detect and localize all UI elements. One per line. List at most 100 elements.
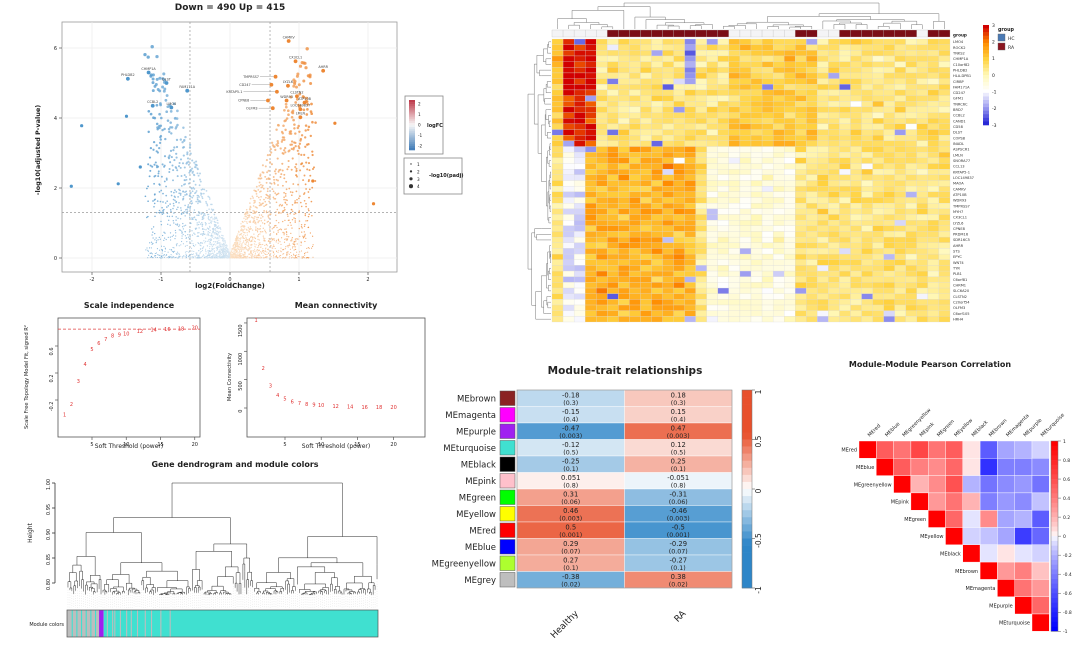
module-swatch (499, 572, 516, 588)
outlier-point (311, 179, 315, 183)
x-axis-label: Soft Threshold (power) (95, 443, 163, 450)
colorbar-step (742, 489, 752, 497)
outlier-point (371, 202, 376, 206)
column-module-label: MEblue (884, 421, 901, 438)
heatmap-row-label: MYH7 (953, 210, 963, 214)
colorbar-step (1051, 445, 1058, 451)
gene-label: CHMP1A (141, 67, 156, 71)
group-annotation-cell (607, 29, 619, 38)
module-label: MEpurple (456, 427, 496, 437)
colorbar-tick: -0.4 (1063, 572, 1072, 578)
corr-value: -0.27 (669, 556, 687, 564)
p-value: (0.3) (671, 400, 686, 407)
colorbar-tick: -1 (418, 133, 423, 138)
corr-value: 0.29 (563, 540, 578, 548)
module-label: MEgreen (459, 493, 496, 503)
x-tick-label: -2 (90, 277, 95, 283)
module-label: MEgrey (464, 576, 496, 586)
outlier-point (80, 124, 84, 128)
heatmap-row-label: HLA-DPB1 (953, 74, 971, 78)
outlier-point (333, 121, 337, 125)
volcano-plot-panel: CAMKV CX3CL1 AHRR TMPRSS7 CD247 LYZL6 KRTAP5-1… (0, 0, 500, 292)
power-point: 20 (192, 326, 198, 332)
colorbar-step (983, 32, 989, 37)
row-module-label: MEblue (856, 465, 874, 471)
corr-value: -0.47 (562, 424, 580, 432)
correlation-cell (1031, 579, 1050, 597)
size-tick: 1 (417, 162, 420, 167)
gene-dendrogram-panel: Gene dendrogram and module colors 1.00 0.9… (10, 450, 430, 647)
y-axis-label: Scale Free Topology Model Fit, signed R² (24, 325, 30, 429)
colorbar-step (742, 418, 752, 426)
y-tick-label: 6 (54, 46, 57, 52)
colorbar-tick: -2 (418, 144, 423, 149)
colorbar-step (983, 117, 989, 122)
colorbar-step (742, 524, 752, 532)
colorbar-step (409, 141, 415, 145)
x-axis-label: log2(FoldChange) (195, 282, 265, 290)
heatmap-row-label: WNT4 (953, 261, 964, 265)
module-swatch (499, 456, 516, 472)
colorbar-step (1051, 464, 1058, 470)
correlation-cell (927, 440, 946, 459)
y-tick-label: 1000 (238, 353, 244, 366)
correlation-cell (1014, 475, 1033, 494)
module-bar-stripe (112, 610, 114, 637)
x-tick-label: 20 (192, 442, 198, 448)
colorbar-step (1051, 517, 1058, 523)
size-tick: 4 (417, 184, 420, 189)
colorbar-step (983, 75, 989, 79)
power-point: 10 (123, 332, 129, 338)
colorbar-step (742, 517, 752, 525)
row-dendrogram (527, 41, 551, 320)
module-bar-stripe (160, 610, 162, 637)
correlation-cell (893, 458, 912, 476)
y-tick-label: 0 (238, 410, 244, 413)
correlation-cell (962, 527, 981, 545)
correlation-cell (979, 475, 998, 494)
corr-value: -0.5 (672, 523, 685, 531)
power-point: 10 (318, 403, 324, 409)
colorbar-step (1051, 602, 1058, 608)
colorbar-step (1051, 493, 1058, 499)
colorbar-step (409, 106, 415, 109)
correlation-cell (910, 475, 929, 494)
colorbar-step (742, 510, 752, 518)
x-tick-label: 5 (283, 442, 286, 448)
colorbar-step (409, 112, 415, 115)
p-value: (0.3) (563, 400, 578, 407)
group-annotation-cell (839, 29, 851, 38)
colorbar-step (983, 25, 989, 29)
module-bar-stripe (106, 610, 108, 637)
colorbar-tick: 0.4 (1063, 496, 1070, 502)
p-value: (0.4) (563, 416, 578, 423)
heatmap-row-label: PHLDB2 (953, 68, 967, 72)
colorbar-tick: 2 (992, 39, 995, 45)
colorbar-step (409, 102, 415, 105)
outlier-point (124, 114, 129, 118)
volcano-points (143, 44, 317, 259)
p-value: (0.001) (667, 532, 690, 539)
power-point: 8 (305, 402, 308, 408)
colorbar-tick: -0.6 (1063, 591, 1072, 597)
column-module-label: MEturquoise (1040, 412, 1066, 438)
module-label: MEgreenyellow (432, 559, 496, 569)
colorbar-step (983, 57, 989, 62)
power-point: 2 (262, 366, 265, 372)
correlation-cell (1031, 475, 1050, 494)
colorbar-step (1051, 559, 1058, 565)
colorbar-step (1051, 588, 1058, 594)
y-tick-label: 1.00 (46, 479, 52, 490)
colorbar-step (983, 71, 989, 76)
colorbar-step (742, 559, 752, 568)
correlation-cell (997, 458, 1015, 476)
colorbar-step (1051, 479, 1058, 485)
gene-dendrogram-svg: Gene dendrogram and module colors 1.00 0.9… (27, 460, 379, 638)
module-bar-segment (103, 610, 378, 637)
correlation-cell (962, 475, 981, 494)
colorbar-step (1051, 555, 1058, 561)
power-point: 2 (70, 402, 73, 408)
corr-value: 0.46 (563, 507, 578, 515)
